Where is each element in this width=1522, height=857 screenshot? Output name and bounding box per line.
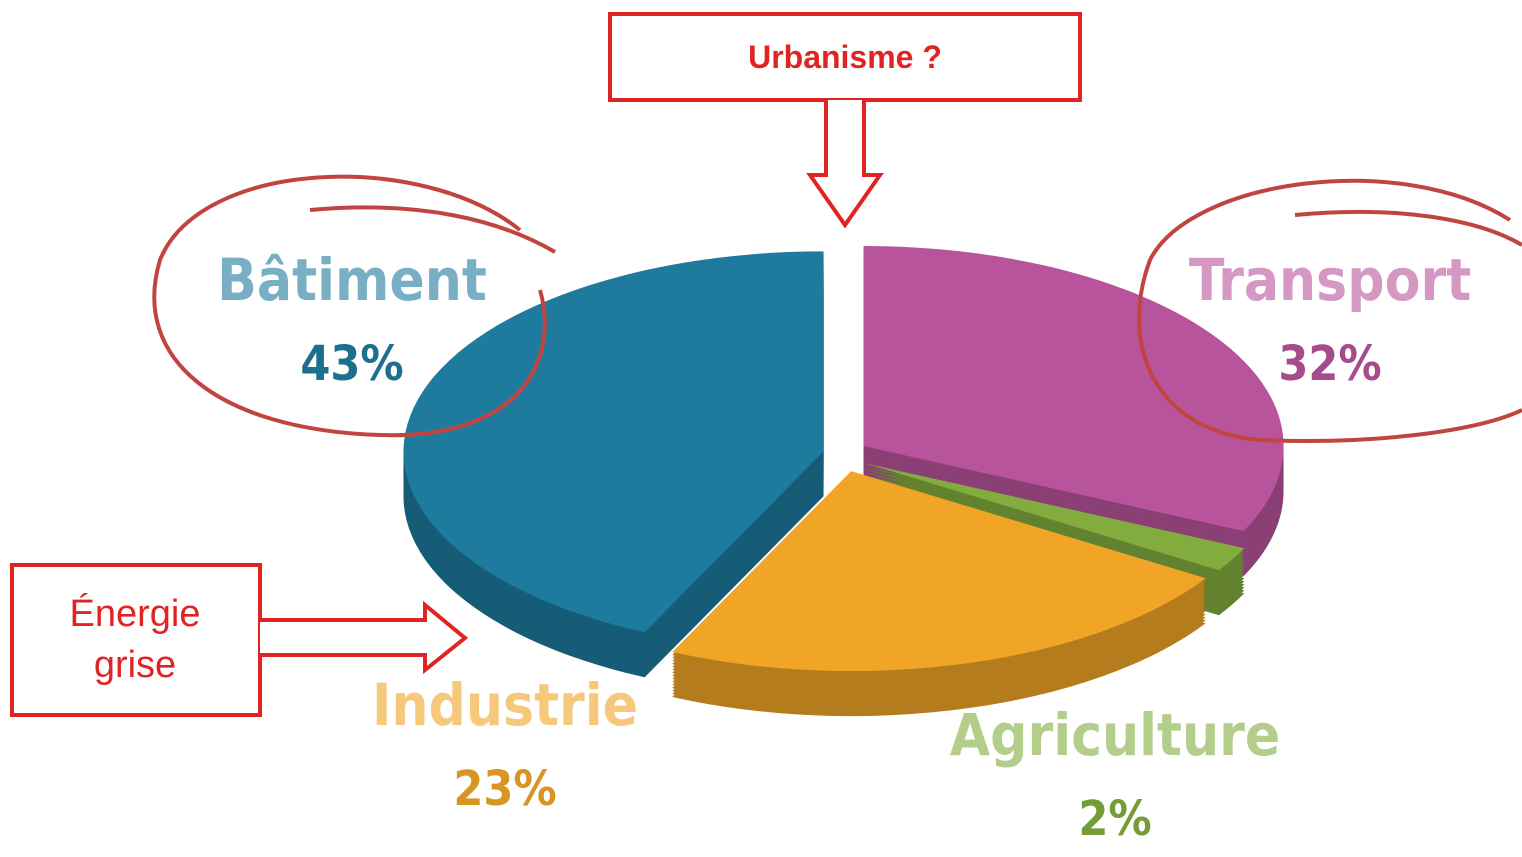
annotation: Urbanisme ? xyxy=(612,16,1078,98)
value-label: 32% xyxy=(1278,336,1381,392)
category-label: Agriculture xyxy=(950,701,1281,769)
arrow xyxy=(810,100,880,225)
pie xyxy=(404,246,1284,716)
value-label: 2% xyxy=(1078,791,1151,847)
annotation: Énergie grise xyxy=(40,567,230,713)
value-label: 23% xyxy=(453,761,556,817)
category-label: Industrie xyxy=(372,671,638,739)
category-label: Transport xyxy=(1189,246,1471,314)
page: Transport 32% Agriculture 2% Industrie 23% Bât… xyxy=(0,0,1522,857)
chart: Transport 32% Agriculture 2% Industrie 23% Bât… xyxy=(0,0,1522,857)
value-label: 43% xyxy=(300,336,403,392)
arrow xyxy=(260,605,465,670)
category-label: Bâtiment xyxy=(217,246,487,314)
